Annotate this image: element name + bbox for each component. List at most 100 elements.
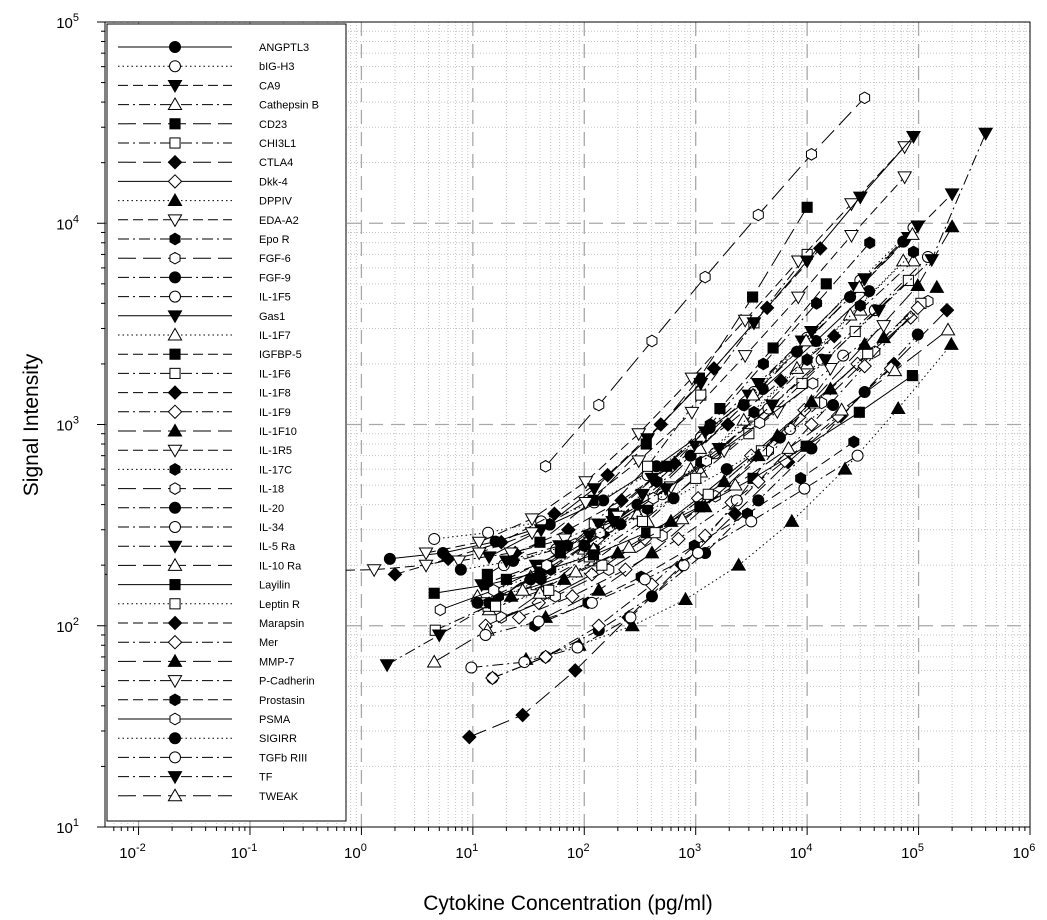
data-point xyxy=(864,236,876,250)
legend-marker xyxy=(167,327,183,341)
legend-marker xyxy=(169,482,181,495)
legend-marker xyxy=(169,579,181,591)
data-point xyxy=(895,253,911,267)
data-point xyxy=(640,433,656,447)
data-point xyxy=(711,443,727,457)
data-point xyxy=(591,582,607,596)
data-point xyxy=(737,350,753,364)
data-point xyxy=(649,527,661,539)
legend-marker xyxy=(167,310,183,324)
legend-item: Leptin R xyxy=(118,598,300,611)
data-point xyxy=(827,398,840,411)
y-tick-exponent: 1 xyxy=(73,817,79,829)
data-point xyxy=(720,463,733,476)
series-line xyxy=(485,455,858,636)
series-line xyxy=(501,300,929,618)
data-point xyxy=(851,449,864,462)
y-tick-exponent: 2 xyxy=(73,616,79,628)
legend-item: IL-1F5 xyxy=(118,290,291,304)
legend-label: EDA-A2 xyxy=(259,215,299,227)
data-point xyxy=(552,540,568,554)
legend-label: FGF-9 xyxy=(259,272,291,284)
legend-item: CA9 xyxy=(118,79,280,94)
data-point xyxy=(781,440,796,454)
data-point xyxy=(515,707,530,723)
series-il-1f8 xyxy=(387,241,828,582)
data-point xyxy=(800,440,812,452)
data-point xyxy=(614,493,629,508)
data-point xyxy=(454,563,467,576)
series-eda-a2 xyxy=(418,141,913,561)
data-point xyxy=(568,564,584,578)
data-point xyxy=(600,467,615,483)
data-point xyxy=(538,649,553,665)
legend-marker xyxy=(167,385,183,400)
series-fgf-6 xyxy=(540,91,871,473)
data-point xyxy=(750,377,766,392)
data-point xyxy=(431,629,447,643)
data-point xyxy=(702,488,714,500)
legend-marker xyxy=(167,634,183,650)
legend-marker xyxy=(167,404,183,420)
data-point xyxy=(646,334,658,348)
data-point xyxy=(887,363,903,377)
legend-label: Gas1 xyxy=(259,311,285,323)
data-point xyxy=(498,555,514,569)
data-point xyxy=(767,342,779,354)
legend-marker xyxy=(169,137,181,149)
data-point xyxy=(773,373,789,389)
legend-marker xyxy=(169,501,181,514)
legend-item: Marapsin xyxy=(118,615,304,631)
data-point xyxy=(511,610,527,625)
legend-marker xyxy=(167,771,183,785)
data-point xyxy=(515,582,531,596)
series-tweak xyxy=(515,322,956,596)
legend-item: Epo R xyxy=(118,232,290,246)
data-point xyxy=(428,587,440,599)
data-point xyxy=(910,220,926,234)
legend-item: bIG-H3 xyxy=(118,60,294,73)
legend-item: IL-1F10 xyxy=(118,423,297,438)
legend-item: IL-20 xyxy=(118,501,284,515)
data-point xyxy=(605,515,621,530)
legend-marker xyxy=(169,463,181,476)
data-point xyxy=(471,536,487,550)
legend-label: P-Cadherin xyxy=(259,676,315,688)
data-point xyxy=(658,483,674,497)
data-point xyxy=(798,482,811,495)
legend-marker xyxy=(169,251,181,265)
legend-marker xyxy=(169,41,181,53)
data-point xyxy=(586,483,602,497)
data-point xyxy=(750,448,766,462)
legend-marker xyxy=(167,444,183,458)
legend-label: Mer xyxy=(259,637,278,649)
legend-item: TF xyxy=(118,771,273,785)
legend-item: ANGPTL3 xyxy=(118,41,309,54)
data-point xyxy=(591,518,607,532)
data-point xyxy=(801,201,813,213)
legend-item: IL-10 Ra xyxy=(118,557,302,572)
legend-label: bIG-H3 xyxy=(259,61,294,73)
legend-marker xyxy=(167,675,183,689)
data-point xyxy=(490,600,502,612)
x-tick-exponent: 2 xyxy=(584,842,590,854)
data-point xyxy=(857,273,873,287)
legend-marker xyxy=(169,598,181,610)
y-tick-exponent: 4 xyxy=(73,213,79,225)
data-point xyxy=(697,499,713,513)
series-line xyxy=(492,334,919,679)
legend-marker xyxy=(167,615,183,631)
data-point xyxy=(911,328,924,341)
data-point xyxy=(557,533,573,547)
x-tick-exponent: -2 xyxy=(136,842,146,854)
legend-label: DPPIV xyxy=(259,196,293,208)
data-point xyxy=(636,515,649,527)
series-line xyxy=(433,234,913,663)
data-point xyxy=(812,241,828,256)
data-point xyxy=(811,296,823,310)
legend-label: Layilin xyxy=(259,580,290,592)
data-point xyxy=(764,399,780,413)
data-point xyxy=(524,527,540,541)
data-point xyxy=(773,431,786,444)
series-line xyxy=(425,146,905,554)
